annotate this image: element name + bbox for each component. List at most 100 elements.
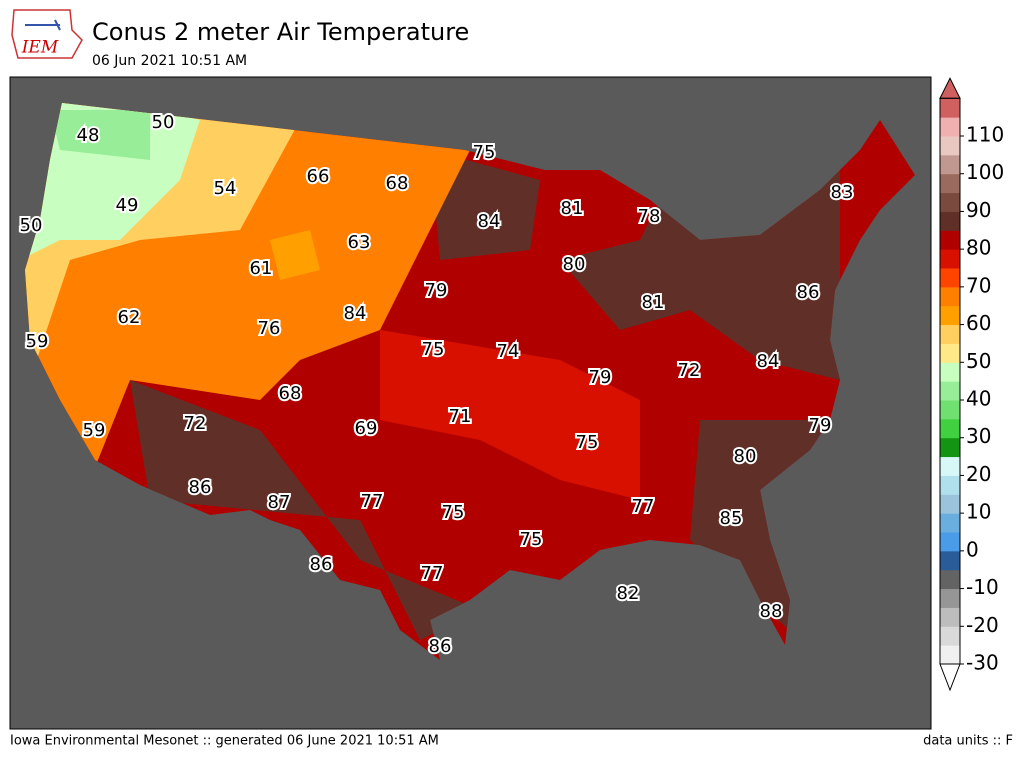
contour-label: 62 <box>118 307 141 328</box>
colorbar-cell <box>940 456 960 476</box>
logo-text: IEM <box>21 38 59 58</box>
colorbar-cell <box>940 569 960 590</box>
colorbar-cell <box>940 286 960 307</box>
colorbar-max-arrow <box>939 77 961 99</box>
colorbar-tick-label: 0 <box>966 537 979 561</box>
colorbar-tick-label: 80 <box>966 236 991 260</box>
colorbar-tick-label: 60 <box>966 311 991 335</box>
contour-label: 75 <box>442 502 465 523</box>
contour-label: 86 <box>429 636 452 657</box>
colorbar-tick-label: 50 <box>966 349 991 373</box>
contour-label: 75 <box>473 142 496 163</box>
contour-label: 72 <box>184 413 207 434</box>
contour-label: 86 <box>797 282 820 303</box>
colorbar-cell <box>940 117 960 137</box>
colorbar-min-arrow <box>939 663 961 692</box>
contour-label: 59 <box>83 420 106 441</box>
colorbar-tick-label: 10 <box>966 500 991 524</box>
colorbar-cell <box>940 607 960 627</box>
colorbar-tick-label: -30 <box>966 651 999 675</box>
contour-label: 68 <box>279 383 302 404</box>
colorbar-cell <box>940 154 960 175</box>
colorbar-tick-label: -10 <box>966 575 999 599</box>
contour-label: 54 <box>214 178 237 199</box>
contour-label: 79 <box>809 415 832 436</box>
contour-label: 75 <box>576 432 599 453</box>
colorbar-tick-label: 40 <box>966 387 991 411</box>
contour-label: 79 <box>425 280 448 301</box>
colorbar-cell <box>940 494 960 514</box>
colorbar-tick-label: 30 <box>966 424 991 448</box>
contour-label: 76 <box>258 318 281 339</box>
colorbar-cell <box>940 268 960 288</box>
colorbar-tick-label: 20 <box>966 462 991 486</box>
colorbar-cell <box>940 475 960 495</box>
contour-label: 77 <box>361 491 384 512</box>
footer-left: Iowa Environmental Mesonet :: generated … <box>10 734 439 749</box>
contour-label: 61 <box>250 258 273 279</box>
footer-right: data units :: F <box>923 734 1013 749</box>
subtitle: 06 Jun 2021 10:51 AM <box>92 53 247 69</box>
contour-label: 88 <box>760 601 783 622</box>
contour-label: 84 <box>344 303 367 324</box>
contour-label: 80 <box>563 254 586 275</box>
colorbar-cell <box>940 343 960 363</box>
contour-label: 82 <box>617 583 640 604</box>
colorbar-cell <box>940 532 960 552</box>
contour-label: 50 <box>152 112 175 133</box>
colorbar-cell <box>940 98 960 118</box>
contour-label: 81 <box>642 292 665 313</box>
contour-label: 74 <box>497 341 520 362</box>
colorbar-tick-label: 110 <box>966 123 1004 147</box>
colorbar-cell <box>940 173 960 194</box>
contour-label: 72 <box>678 360 701 381</box>
colorbar-tick-label: 70 <box>966 273 991 297</box>
contour-label: 68 <box>386 173 409 194</box>
contour-label: 50 <box>20 215 43 236</box>
contour-label: 83 <box>831 182 854 203</box>
contour-label: 79 <box>589 367 612 388</box>
colorbar-tick-label: 100 <box>966 160 1004 184</box>
colorbar-cell <box>940 305 960 326</box>
colorbar-cell <box>940 513 960 533</box>
colorbar-tick-label: -20 <box>966 613 999 637</box>
colorbar-cell <box>940 550 960 571</box>
colorbar-cell <box>940 211 960 231</box>
colorbar-cell <box>940 437 960 458</box>
contour-label: 86 <box>189 477 212 498</box>
contour-label: 84 <box>478 211 501 232</box>
contour-label: 87 <box>268 492 291 513</box>
colorbar-cell <box>940 645 960 665</box>
colorbar-tick-label: 90 <box>966 198 991 222</box>
colorbar-cell <box>940 230 960 250</box>
title: Conus 2 meter Air Temperature <box>92 18 469 46</box>
contour-label: 59 <box>26 331 49 352</box>
contour-label: 75 <box>520 529 543 550</box>
contour-label: 63 <box>348 232 371 253</box>
contour-label: 77 <box>632 496 655 517</box>
colorbar-cell <box>940 626 960 646</box>
colorbar-outline <box>939 97 961 665</box>
colorbar-cell <box>940 249 960 269</box>
colorbar-cell <box>940 400 960 420</box>
colorbar-cell <box>940 362 960 382</box>
colorbar-cell <box>940 381 960 401</box>
contour-label: 85 <box>720 508 743 529</box>
colorbar-cell <box>940 324 960 344</box>
logo: IEM <box>11 9 83 59</box>
contour-label: 75 <box>422 339 445 360</box>
colorbar-cell <box>940 192 960 212</box>
contour-label: 84 <box>757 351 780 372</box>
contour-label: 81 <box>561 198 584 219</box>
colorbar: -30 -20 -10 0 10 20 30 40 50 60 70 80 90 100 110 <box>939 77 1004 692</box>
colorbar-cell <box>940 588 960 608</box>
colorbar-cell <box>940 136 960 156</box>
contour-label: 49 <box>116 195 139 216</box>
contour-label: 80 <box>734 446 757 467</box>
contour-label: 66 <box>307 166 330 187</box>
colorbar-cell <box>940 418 960 439</box>
contour-label: 78 <box>638 206 661 227</box>
contour-label: 48 <box>77 125 100 146</box>
contour-label: 86 <box>310 554 333 575</box>
